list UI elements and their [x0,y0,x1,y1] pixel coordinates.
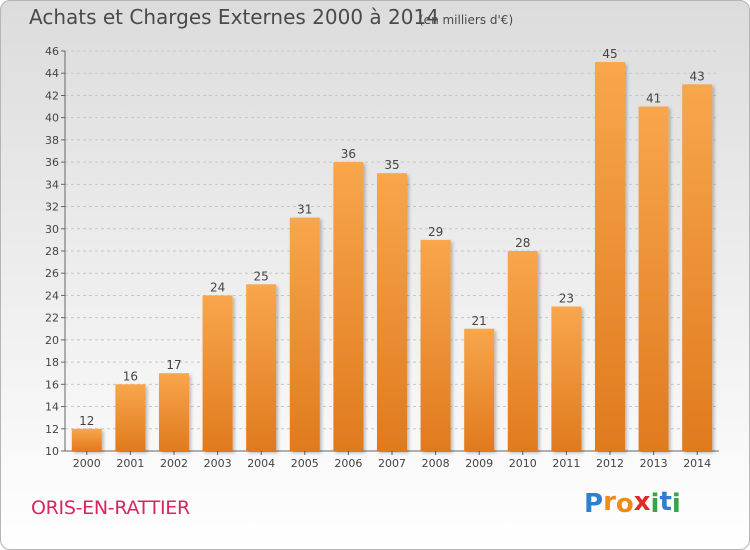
bar-2010 [507,251,538,451]
x-tick-label: 2005 [291,457,319,470]
x-tick-label: 2013 [640,457,668,470]
y-tick-label: 46 [45,45,59,58]
x-tick-label: 2003 [204,457,232,470]
y-tick-label: 16 [45,378,59,391]
logo-letter: t [659,487,672,517]
x-tick-label: 2008 [422,457,450,470]
logo-letter: i [650,489,660,519]
chart-subtitle: (en milliers d'€) [419,13,514,27]
bar-2008 [420,239,451,451]
x-tick-label: 2002 [160,457,188,470]
x-tick-label: 2006 [334,457,362,470]
y-tick-label: 22 [45,312,59,325]
y-tick-label: 40 [45,112,59,125]
data-label-2008: 29 [428,225,443,239]
bar-2000 [71,428,102,451]
data-label-2009: 21 [472,314,487,328]
x-tick-label: 2009 [465,457,493,470]
y-tick-label: 34 [45,178,59,191]
data-label-2013: 41 [646,92,661,106]
data-label-2000: 12 [79,414,94,428]
y-tick-label: 12 [45,423,59,436]
data-label-2005: 31 [297,203,312,217]
data-label-2004: 25 [254,269,269,283]
y-tick-label: 10 [45,445,59,458]
x-tick-label: 2001 [116,457,144,470]
bar-2001 [115,384,146,451]
proxiti-logo: Proxiti [584,487,681,519]
bar-2012 [595,62,625,451]
logo-letter: x [633,487,651,517]
bar-2013 [638,106,669,452]
data-label-2003: 24 [210,280,225,294]
logo-letter: o [615,489,634,519]
bar-2007 [377,173,407,451]
y-tick-label: 30 [45,223,59,236]
y-tick-label: 44 [45,67,59,80]
x-tick-label: 2012 [596,457,624,470]
data-label-2007: 35 [384,158,399,172]
data-label-2001: 16 [123,369,138,383]
bar-2006 [333,162,364,451]
data-label-2011: 23 [559,292,574,306]
data-label-2002: 17 [166,358,181,372]
x-tick-label: 2000 [73,457,101,470]
bar-2004 [246,284,277,451]
town-name: ORIS-EN-RATTIER [31,497,190,519]
y-tick-label: 20 [45,334,59,347]
y-tick-label: 42 [45,89,59,102]
y-tick-label: 24 [45,289,59,302]
logo-letter: i [671,489,681,519]
data-label-2012: 45 [602,47,617,61]
axes: 10 12 14 16 18 20 22 24 26 28 30 32 34 36 38 40 42 44 46 20… [45,45,719,470]
data-label-2014: 43 [690,69,705,83]
logo-letter: r [603,487,616,517]
bar-2003 [202,295,233,451]
bars [71,62,713,452]
bar-2002 [159,373,189,451]
x-tick-label: 2011 [552,457,580,470]
bar-2005 [289,217,320,451]
y-tick-label: 18 [45,356,59,369]
logo-letter: P [584,489,604,519]
chart-title: Achats et Charges Externes 2000 à 2014 [29,5,439,29]
bar-2011 [551,306,582,451]
data-label-2006: 36 [341,147,356,161]
y-tick-label: 26 [45,267,59,280]
x-tick-label: 2014 [683,457,711,470]
x-tick-label: 2010 [509,457,537,470]
y-tick-label: 14 [45,401,59,414]
y-tick-label: 32 [45,201,59,214]
y-tick-label: 36 [45,156,59,169]
bar-2009 [464,328,495,451]
bar-2014 [682,84,713,451]
data-label-2010: 28 [515,236,530,250]
y-tick-label: 38 [45,134,59,147]
x-tick-label: 2007 [378,457,406,470]
x-tick-label: 2004 [247,457,275,470]
y-tick-label: 28 [45,245,59,258]
data-labels: 12 16 17 24 25 31 36 35 29 21 28 23 45 41 43 [79,47,705,428]
